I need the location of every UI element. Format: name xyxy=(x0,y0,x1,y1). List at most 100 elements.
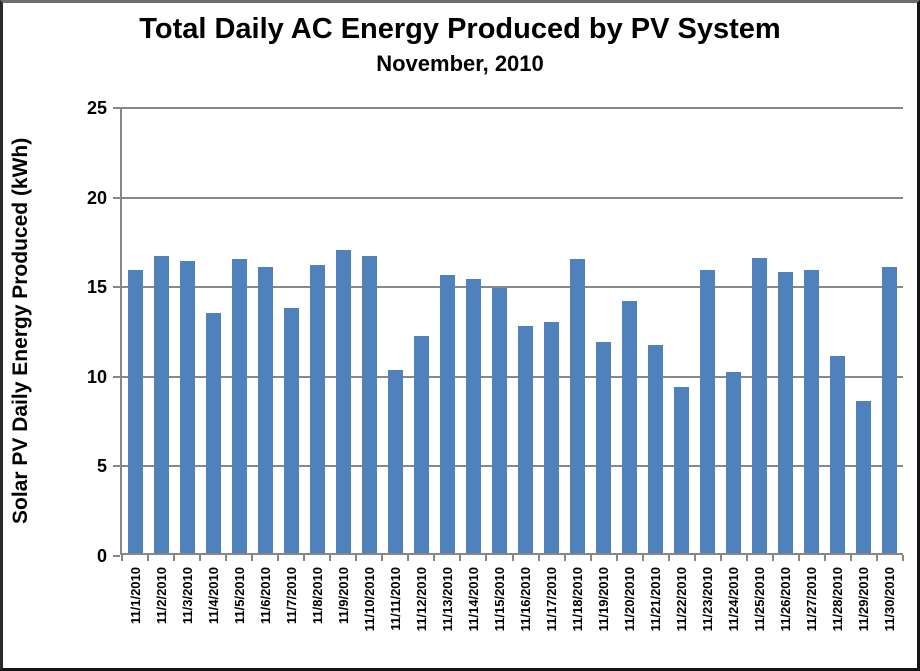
x-tick-label: 11/11/2010 xyxy=(387,567,403,631)
bar xyxy=(622,300,638,555)
y-axis-tick xyxy=(113,555,120,557)
x-axis-tick xyxy=(121,555,123,561)
x-axis-tick xyxy=(433,555,436,561)
x-axis-tick xyxy=(407,555,410,561)
x-tick-label: 11/25/2010 xyxy=(752,567,768,632)
x-axis-tick xyxy=(797,555,800,561)
x-axis-tick xyxy=(615,555,618,561)
x-axis-tick xyxy=(199,555,202,561)
bar xyxy=(882,266,898,555)
bar xyxy=(387,370,403,555)
bar xyxy=(856,400,872,555)
bar xyxy=(465,279,481,555)
bar xyxy=(231,259,247,555)
chart-title: Total Daily AC Energy Produced by PV Sys… xyxy=(139,13,781,45)
bar xyxy=(257,266,273,555)
y-axis-title: Solar PV Daily Energy Produced (kWh) xyxy=(9,137,32,525)
bar xyxy=(491,288,507,555)
bar xyxy=(335,250,351,555)
x-tick-label: 11/30/2010 xyxy=(882,567,898,632)
bar xyxy=(153,255,169,555)
x-axis-tick xyxy=(303,555,306,561)
y-tick-label: 0 xyxy=(96,546,107,566)
bar xyxy=(726,372,742,555)
y-tick-label: 10 xyxy=(86,366,107,387)
bar xyxy=(544,322,560,555)
x-axis-tick xyxy=(511,555,514,561)
x-tick-label: 11/8/2010 xyxy=(309,567,325,625)
x-tick-label: 11/23/2010 xyxy=(700,567,716,632)
x-tick-label: 11/26/2010 xyxy=(778,567,794,632)
x-tick-label: 11/10/2010 xyxy=(361,567,377,632)
y-axis-tick xyxy=(113,286,120,289)
bar xyxy=(283,307,299,555)
x-tick-label: 11/1/2010 xyxy=(127,567,143,625)
x-axis-tick xyxy=(537,555,540,561)
y-tick-label: 20 xyxy=(86,187,107,208)
y-tick-label: 15 xyxy=(86,277,107,298)
bar xyxy=(361,255,377,555)
x-axis-tick xyxy=(849,555,852,561)
x-axis-line xyxy=(120,553,903,555)
bar xyxy=(439,275,455,555)
x-axis-tick xyxy=(589,555,592,561)
x-tick-label: 11/22/2010 xyxy=(674,567,690,632)
y-axis-tick xyxy=(113,375,120,378)
bar xyxy=(518,325,534,555)
x-tick-label: 11/5/2010 xyxy=(231,567,247,625)
y-axis-tick xyxy=(113,107,120,109)
x-axis-tick xyxy=(902,555,904,561)
gridline xyxy=(122,465,903,468)
x-axis-tick xyxy=(875,555,878,561)
x-tick-label: 11/12/2010 xyxy=(413,567,429,632)
gridline xyxy=(122,286,903,289)
x-tick-label: 11/18/2010 xyxy=(570,567,586,632)
gridline xyxy=(122,375,903,378)
x-tick-label: 11/2/2010 xyxy=(153,567,169,625)
bar xyxy=(778,271,794,555)
y-axis-tick xyxy=(113,196,120,199)
x-axis-tick xyxy=(277,555,280,561)
x-axis-tick xyxy=(485,555,488,561)
x-tick-label: 11/16/2010 xyxy=(518,567,534,632)
x-axis-tick xyxy=(173,555,176,561)
bar xyxy=(570,259,586,555)
x-tick-label: 11/9/2010 xyxy=(335,567,351,625)
x-axis-tick xyxy=(745,555,748,561)
x-axis-tick xyxy=(771,555,774,561)
x-tick-label: 11/21/2010 xyxy=(648,567,664,632)
x-tick-label: 11/19/2010 xyxy=(596,567,612,632)
gridline xyxy=(122,107,903,109)
bar xyxy=(127,270,143,555)
x-axis-tick xyxy=(667,555,670,561)
x-tick-label: 11/20/2010 xyxy=(622,567,638,632)
x-tick-label: 11/27/2010 xyxy=(804,567,820,632)
x-axis-tick xyxy=(563,555,566,561)
x-axis-tick xyxy=(355,555,358,561)
y-axis-line xyxy=(120,107,122,555)
bar xyxy=(413,336,429,555)
x-tick-label: 11/15/2010 xyxy=(491,567,507,632)
bar xyxy=(309,264,325,555)
x-tick-label: 11/17/2010 xyxy=(544,567,560,632)
x-tick-label: 11/14/2010 xyxy=(465,567,481,632)
plot-area: 11/1/2010 11/2/2010 11/3/2010 11/4/2010 11/5… xyxy=(113,107,904,631)
bar xyxy=(648,345,664,555)
x-axis-tick xyxy=(693,555,696,561)
x-tick-label: 11/28/2010 xyxy=(830,567,846,632)
bar xyxy=(830,356,846,555)
x-tick-label: 11/13/2010 xyxy=(439,567,455,632)
x-axis-tick xyxy=(823,555,826,561)
y-tick-label: 5 xyxy=(96,456,107,477)
x-axis-tick xyxy=(459,555,462,561)
x-axis-tick xyxy=(147,555,150,561)
x-tick-label: 11/4/2010 xyxy=(205,567,221,625)
x-axis-tick xyxy=(381,555,384,561)
x-tick-label: 11/6/2010 xyxy=(257,567,273,625)
x-tick-label: 11/7/2010 xyxy=(283,567,299,625)
y-axis-tick xyxy=(113,465,120,468)
bar xyxy=(674,386,690,555)
bar xyxy=(752,257,768,555)
x-tick-label: 11/3/2010 xyxy=(179,567,195,625)
